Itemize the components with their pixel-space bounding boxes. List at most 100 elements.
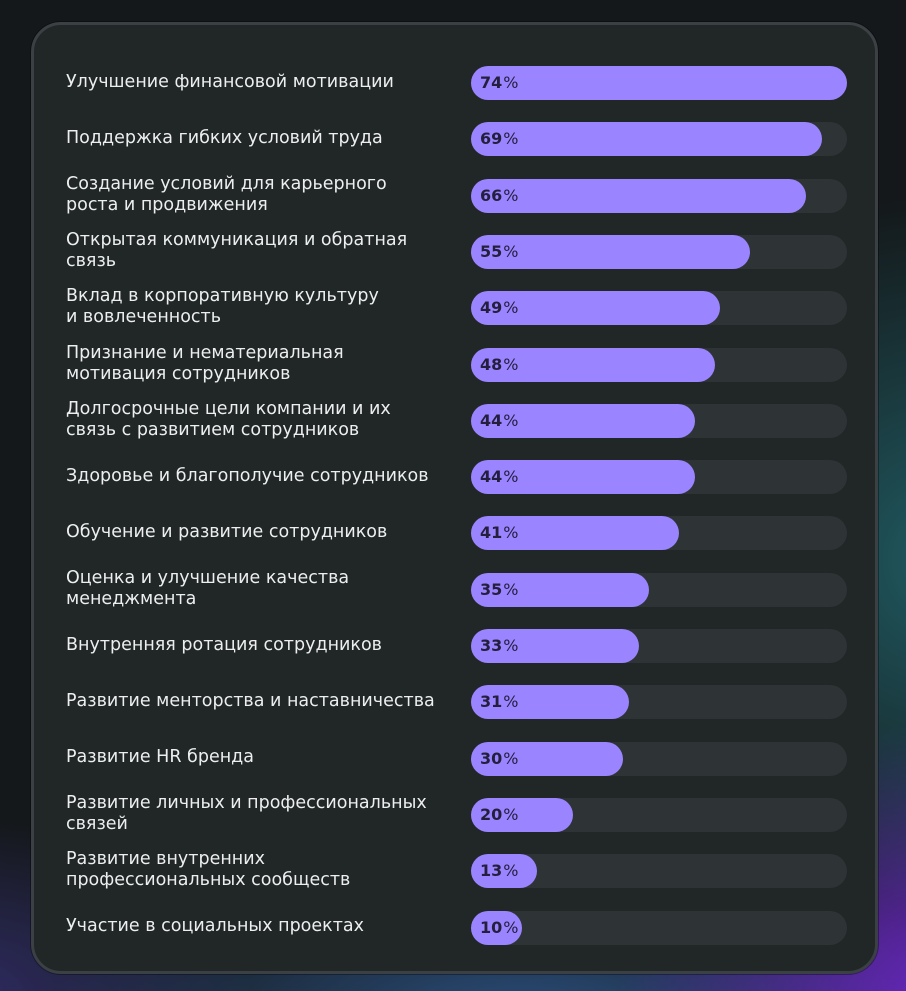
category-label: Участие в социальных проектах: [66, 916, 365, 936]
bar-row: Здоровье и благополучие сотрудников 44%: [34, 456, 875, 496]
value-number: 44: [480, 410, 503, 430]
bar-row: Обучение и развитие сотрудников 41%: [34, 512, 875, 552]
bar-track: 44%: [471, 403, 847, 438]
bar: 13%: [471, 854, 537, 889]
bar-track: 41%: [471, 516, 847, 551]
bar-track: 44%: [471, 460, 847, 495]
value-unit: %: [503, 410, 519, 430]
value-number: 66: [480, 185, 503, 205]
bar-track: 13%: [471, 854, 847, 889]
value-label: 55%: [480, 235, 518, 269]
bar-track: 35%: [471, 572, 847, 607]
value-label: 44%: [480, 404, 518, 438]
bar-row: Развитие внутренних профессиональных соо…: [34, 849, 875, 891]
bar: 44%: [471, 460, 695, 495]
bar-track: 33%: [471, 629, 847, 663]
bar: 48%: [471, 347, 715, 382]
bar-track: 66%: [471, 178, 847, 213]
value-number: 69: [480, 129, 503, 149]
bar-track: 10%: [471, 910, 847, 945]
category-label: Развитие личных и профессиональных связе…: [66, 792, 427, 834]
category-label: Развитие внутренних профессиональных соо…: [66, 849, 351, 891]
category-label: Улучшение финансовой мотивации: [66, 71, 394, 92]
bar: 74%: [471, 66, 847, 100]
value-label: 20%: [480, 798, 518, 832]
bar-track: 55%: [471, 234, 847, 269]
bar-row: Развитие личных и профессиональных связе…: [34, 792, 875, 834]
value-label: 44%: [480, 460, 518, 494]
bar-row: Внутренняя ротация сотрудников 33%: [34, 625, 875, 665]
category-label: Развитие менторства и наставничества: [66, 690, 435, 711]
category-label: Внутренняя ротация сотрудников: [66, 634, 382, 655]
value-number: 30: [480, 748, 503, 768]
bar-track: 49%: [471, 291, 847, 326]
bar-track: 30%: [471, 741, 847, 776]
bar-chart: Улучшение финансовой мотивации 74% Поддерж…: [34, 25, 875, 971]
value-label: 30%: [480, 742, 518, 776]
bar-row: Улучшение финансовой мотивации 74%: [34, 62, 875, 102]
value-label: 49%: [480, 291, 518, 325]
bar: 33%: [471, 629, 639, 663]
bar: 20%: [471, 797, 573, 832]
value-unit: %: [503, 185, 519, 205]
value-unit: %: [503, 692, 519, 712]
value-label: 35%: [480, 573, 518, 607]
bar-track: 31%: [471, 685, 847, 720]
value-unit: %: [503, 579, 519, 599]
bar-row: Вклад в корпоративную культуру и вовлече…: [34, 286, 875, 328]
value-number: 48: [480, 354, 503, 374]
category-label: Создание условий для карьерного роста и …: [66, 173, 387, 215]
bar: 69%: [471, 122, 822, 157]
bar-row: Оценка и улучшение качества менеджмента 3…: [34, 567, 875, 609]
bar-row: Долгосрочные цели компании и их связь с …: [34, 398, 875, 440]
category-label: Здоровье и благополучие сотрудников: [66, 465, 429, 486]
value-label: 69%: [480, 122, 518, 156]
bar: 35%: [471, 572, 649, 607]
value-number: 13: [480, 861, 503, 881]
bar: 31%: [471, 685, 629, 720]
bar-row: Участие в социальных проектах 10%: [34, 907, 875, 947]
value-label: 66%: [480, 179, 518, 213]
bar-track: 69%: [471, 122, 847, 157]
category-label: Долгосрочные цели компании и их связь с …: [66, 398, 391, 440]
bar: 55%: [471, 234, 750, 269]
value-label: 48%: [480, 348, 518, 382]
value-number: 10: [480, 917, 503, 937]
category-label: Вклад в корпоративную культуру и вовлече…: [66, 286, 379, 328]
bar-row: Создание условий для карьерного роста и …: [34, 173, 875, 215]
value-unit: %: [503, 129, 519, 149]
category-label: Открытая коммуникация и обратная связь: [66, 229, 408, 271]
bar: 66%: [471, 178, 806, 213]
chart-card: Улучшение финансовой мотивации 74% Поддерж…: [31, 22, 878, 974]
bar: 41%: [471, 516, 679, 551]
value-number: 31: [480, 692, 503, 712]
value-number: 74: [480, 73, 503, 92]
value-number: 49: [480, 298, 503, 318]
bar-track: 48%: [471, 347, 847, 382]
value-unit: %: [503, 354, 519, 374]
category-label: Развитие HR бренда: [66, 747, 254, 768]
bar: 10%: [471, 910, 522, 945]
value-number: 35: [480, 579, 503, 599]
bar: 44%: [471, 403, 695, 438]
value-label: 13%: [480, 854, 518, 888]
bar-track: 74%: [471, 66, 847, 100]
category-label: Оценка и улучшение качества менеджмента: [66, 567, 350, 609]
value-label: 31%: [480, 685, 518, 719]
value-label: 10%: [480, 911, 518, 945]
bar: 49%: [471, 291, 720, 326]
value-number: 55: [480, 241, 503, 261]
value-number: 44: [480, 467, 503, 487]
category-label: Признание и нематериальная мотивация сот…: [66, 342, 344, 384]
value-number: 33: [480, 636, 503, 655]
value-unit: %: [503, 636, 519, 655]
category-label: Обучение и развитие сотрудников: [66, 521, 388, 542]
category-label: Поддержка гибких условий труда: [66, 127, 383, 148]
bar-row: Поддержка гибких условий труда 69%: [34, 118, 875, 158]
value-unit: %: [503, 73, 519, 92]
bar-row: Развитие менторства и наставничества 31%: [34, 681, 875, 721]
value-label: 33%: [480, 629, 518, 663]
bar: 30%: [471, 741, 623, 776]
value-number: 41: [480, 523, 503, 543]
bar-row: Признание и нематериальная мотивация сот…: [34, 342, 875, 384]
